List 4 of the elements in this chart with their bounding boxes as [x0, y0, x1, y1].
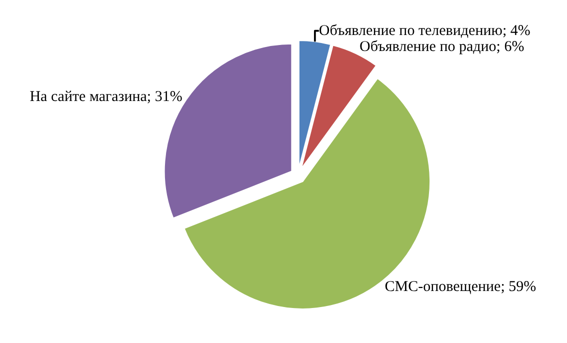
slice-label: На сайте магазина; 31%: [30, 89, 182, 106]
slice-label: Объявление по радио; 6%: [359, 38, 524, 55]
slice-label: Объявление по телевидению; 4%: [318, 22, 530, 39]
slice-label: СМС-оповещение; 59%: [384, 279, 536, 296]
